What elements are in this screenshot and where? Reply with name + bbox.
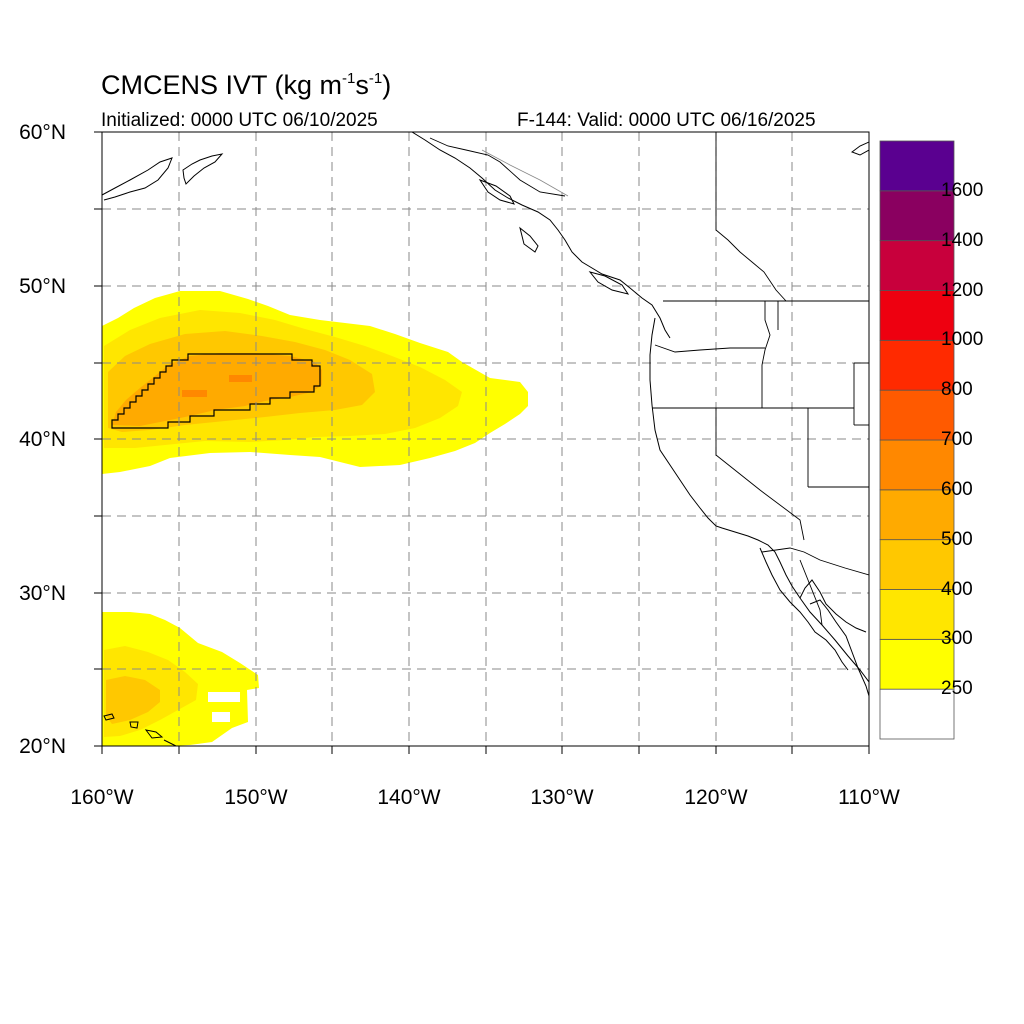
lon-label-110w: 110°W (838, 786, 900, 809)
colorbar-level-label: 250 (941, 678, 973, 700)
canada-us-border-west (429, 137, 566, 197)
mexico-mainland-coast (809, 599, 869, 697)
colorbar-swatch (879, 389, 955, 441)
idaho-border (761, 301, 771, 408)
ivt-600-cell-1 (182, 390, 207, 397)
sonora-border (799, 559, 823, 626)
colorbar-swatch (879, 539, 955, 590)
alberta-bc-ridge (715, 229, 787, 302)
lon-label-130w: 130°W (530, 786, 594, 809)
northeast-corner-coast (850, 141, 869, 156)
baja-peninsula (759, 547, 867, 671)
colorbar-level-label: 500 (941, 528, 973, 550)
ivt-600-cell-2 (229, 375, 252, 382)
colorbar-swatch (879, 688, 955, 740)
lat-label-50n: 50°N (19, 275, 66, 298)
graticule (102, 132, 869, 746)
colorbar-level-label: 1400 (941, 229, 984, 251)
lon-label-150w: 150°W (224, 786, 288, 809)
lat-label-20n: 20°N (19, 735, 66, 758)
colorbar-swatch (879, 439, 955, 491)
colorbar-level-label: 1000 (941, 329, 984, 351)
valid-time: F-144: Valid: 0000 UTC 06/16/2025 (517, 110, 816, 131)
ivt-500-region-north (112, 353, 322, 426)
lon-label-140w: 140°W (377, 786, 441, 809)
coastlines (102, 132, 869, 746)
ivt-500-contour (111, 353, 321, 429)
lat-label-30n: 30°N (19, 582, 66, 605)
alaska-coast (102, 157, 173, 201)
colorbar-swatch (879, 290, 955, 341)
us-mexico-border (761, 547, 869, 576)
colorbar-level-label: 1600 (941, 179, 984, 201)
initialized-time: Initialized: 0000 UTC 06/10/2025 (101, 110, 378, 131)
hawaii-islands (103, 713, 177, 746)
alaska-bc-boundary (481, 149, 569, 197)
ivt-400-region-south (106, 676, 160, 724)
colorbar-swatch (879, 339, 955, 391)
map-title: CMCENS IVT (kg m-1s-1) (101, 70, 392, 100)
colorbar-swatch (879, 638, 955, 690)
colorbar (879, 140, 955, 740)
colorbar-level-label: 600 (941, 478, 973, 500)
colorbar-swatch (879, 190, 955, 242)
colorbar-level-label: 1200 (941, 279, 984, 301)
ivt-shading (102, 291, 528, 746)
axis-ticks (94, 131, 870, 754)
colorbar-level-label: 700 (941, 429, 973, 450)
wa-or-border (654, 344, 765, 353)
lat-label-40n: 40°N (19, 428, 66, 451)
colorbar-level-label: 300 (941, 628, 973, 650)
colorbar-level-label: 800 (941, 379, 973, 401)
us-west-coast (649, 317, 869, 683)
lon-label-120w: 120°W (684, 786, 748, 809)
political-borders (429, 132, 869, 626)
colorbar-swatch (879, 140, 955, 192)
lon-label-160w: 160°W (70, 786, 134, 809)
bc-islands (478, 178, 630, 295)
lat-label-60n: 60°N (19, 121, 66, 144)
ca-nv-border (715, 408, 805, 541)
colorbar-swatch (879, 489, 955, 541)
colorbar-swatch (879, 240, 955, 291)
alaska-panhandle-coast (411, 132, 671, 339)
alaska-peninsula-islands (182, 153, 224, 185)
colorbar-swatch (879, 589, 955, 640)
colorbar-level-label: 400 (941, 578, 973, 600)
